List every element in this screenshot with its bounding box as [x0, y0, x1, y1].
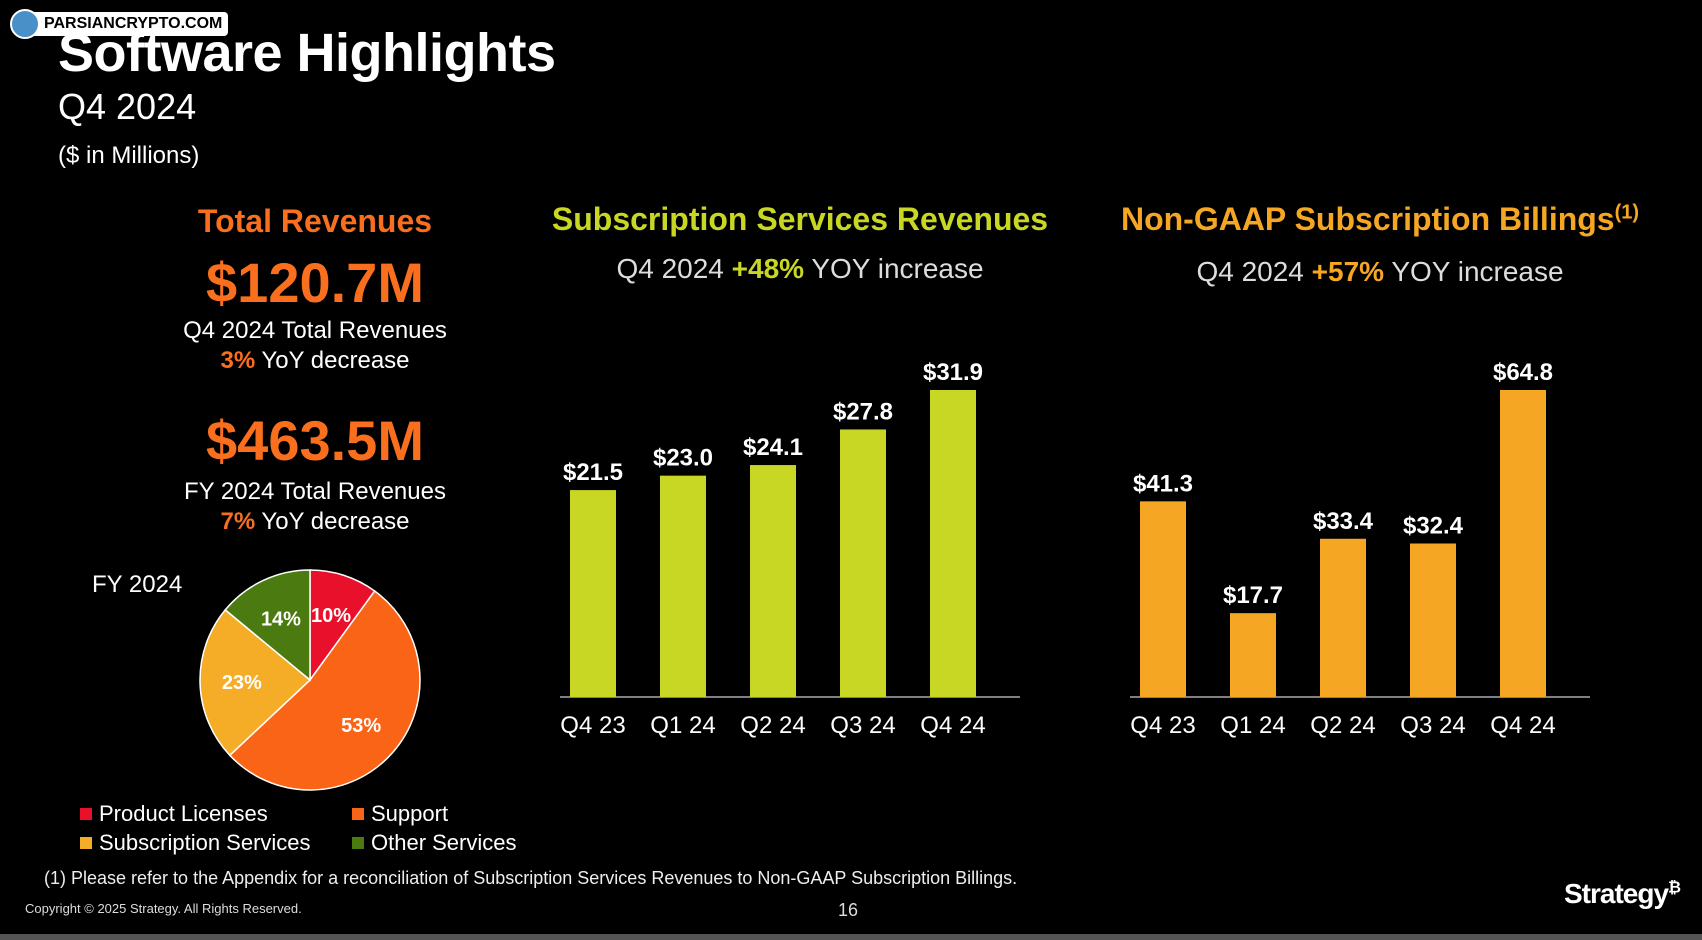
legend-swatch	[352, 837, 364, 849]
billings-tick-label-q2-24: Q2 24	[1310, 712, 1375, 739]
subscription-value-label-q4-24: $31.9	[923, 359, 983, 386]
units-note: ($ in Millions)	[58, 142, 200, 169]
subscription-bar-q4-23	[570, 490, 616, 697]
fy-revenue-label: FY 2024 Total Revenues	[184, 478, 446, 505]
subscription-tick-label-q4-24: Q4 24	[920, 712, 985, 739]
billings-title-footnote: (1)	[1614, 201, 1640, 224]
fy-total-revenue-amount: $463.5M	[206, 409, 424, 472]
watermark: PARSIANCRYPTO.COM	[10, 8, 229, 40]
subscription-bar-q4-24	[930, 390, 976, 697]
legend-item-support: Support	[352, 801, 448, 827]
legend-item-product-licenses: Product Licenses	[80, 801, 268, 827]
subscription-bar-q3-24	[840, 429, 886, 697]
logo-text: Strategy	[1564, 878, 1669, 909]
footnote: (1) Please refer to the Appendix for a r…	[44, 868, 1018, 888]
subscription-revenues-title: Subscription Services Revenues	[551, 201, 1049, 237]
billings-tick-label-q3-24: Q3 24	[1400, 712, 1465, 739]
total-revenues-title: Total Revenues	[197, 203, 433, 239]
subscription-bar-q2-24	[750, 465, 796, 697]
billings-tick-label-q4-23: Q4 23	[1130, 712, 1195, 739]
pie-label-subscription-services: 23%	[222, 672, 262, 694]
page-subtitle: Q4 2024	[58, 86, 197, 127]
billings-bar-chart: $41.3 Q4 23 $17.7 Q1 24 $33.4 Q2 24 $32.4 Q3 24…	[1130, 359, 1590, 739]
billings-value-label-q3-24: $32.4	[1403, 513, 1464, 540]
billings-bar-q4-23	[1140, 501, 1186, 697]
billings-title: Non-GAAP Subscription Billings(1)	[1100, 201, 1660, 238]
legend-swatch	[352, 808, 364, 820]
billings-bar-q1-24	[1230, 613, 1276, 697]
billings-bar-q4-24	[1500, 390, 1546, 697]
legend-label: Product Licenses	[99, 801, 268, 826]
chart1-sub-suffix: YOY increase	[804, 253, 984, 284]
revenue-mix-pie-chart: 10% 53% 23% 14%	[199, 569, 421, 791]
fy-revenue-change: 7% YoY decrease	[115, 507, 515, 537]
pie-chart-label: FY 2024	[92, 571, 183, 598]
pie-slice-subscription-services	[199, 608, 312, 757]
billings-tick-label-q4-24: Q4 24	[1490, 712, 1555, 739]
page-number: 16	[838, 900, 859, 920]
watermark-logo-icon	[10, 9, 40, 39]
chart1-sub-prefix: Q4 2024	[616, 253, 732, 284]
subscription-revenues-subtitle: Q4 2024 +48% YOY increase	[540, 253, 1060, 285]
subscription-value-label-q3-24: $27.8	[833, 398, 893, 425]
subscription-tick-label-q3-24: Q3 24	[830, 712, 895, 739]
bitcoin-mark-icon: ₿	[1668, 879, 1681, 897]
copyright: Copyright © 2025 Strategy. All Rights Re…	[25, 901, 302, 916]
billings-subtitle: Q4 2024 +57% YOY increase	[1100, 256, 1660, 288]
billings-value-label-q1-24: $17.7	[1223, 582, 1283, 609]
pie-label-product-licenses: 10%	[311, 605, 351, 627]
strategy-logo: Strategy₿	[1564, 878, 1681, 910]
chart2-sub-suffix: YOY increase	[1384, 256, 1564, 287]
page-title: Software Highlights	[58, 23, 556, 83]
chart2-sub-pct: +57%	[1311, 256, 1385, 287]
legend-label: Subscription Services	[99, 830, 311, 855]
subscription-tick-label-q2-24: Q2 24	[740, 712, 805, 739]
subscription-value-label-q4-23: $21.5	[563, 459, 623, 486]
bottom-bar	[0, 934, 1702, 940]
q4-change-text: YoY decrease	[255, 347, 410, 374]
billings-bar-q3-24	[1410, 543, 1456, 697]
pie-slice-other-services	[224, 569, 311, 682]
legend-label: Other Services	[371, 830, 517, 855]
billings-value-label-q4-23: $41.3	[1133, 470, 1193, 497]
q4-revenue-label: Q4 2024 Total Revenues	[183, 317, 447, 344]
billings-value-label-q2-24: $33.4	[1313, 508, 1374, 535]
billings-value-label-q4-24: $64.8	[1493, 359, 1553, 386]
pie-label-other-services: 14%	[261, 608, 301, 630]
billings-tick-label-q1-24: Q1 24	[1220, 712, 1285, 739]
subscription-value-label-q2-24: $24.1	[743, 434, 803, 461]
legend-swatch	[80, 837, 92, 849]
pie-label-support: 53%	[341, 715, 381, 737]
fy-change-pct: 7%	[220, 508, 256, 535]
billings-bar-q2-24	[1320, 538, 1366, 697]
subscription-tick-label-q1-24: Q1 24	[650, 712, 715, 739]
legend-label: Support	[371, 801, 449, 826]
legend-item-subscription-services: Subscription Services	[80, 830, 311, 856]
watermark-text: PARSIANCRYPTO.COM	[28, 12, 229, 36]
billings-title-text: Non-GAAP Subscription Billings	[1120, 201, 1615, 237]
fy-revenue-description: FY 2024 Total Revenues 7% YoY decrease	[115, 477, 515, 537]
q4-revenue-change: 3% YoY decrease	[115, 346, 515, 376]
chart2-sub-prefix: Q4 2024	[1196, 256, 1312, 287]
legend-swatch	[80, 808, 92, 820]
legend-item-other-services: Other Services	[352, 830, 517, 856]
q4-revenue-description: Q4 2024 Total Revenues 3% YoY decrease	[115, 316, 515, 376]
subscription-tick-label-q4-23: Q4 23	[560, 712, 625, 739]
fy-change-text: YoY decrease	[255, 508, 410, 535]
pie-slice-support	[228, 589, 421, 791]
q4-change-pct: 3%	[220, 347, 256, 374]
chart1-sub-pct: +48%	[731, 253, 805, 284]
subscription-bar-q1-24	[660, 475, 706, 697]
subscription-value-label-q1-24: $23.0	[653, 445, 713, 472]
subscription-revenues-bar-chart: $21.5 Q4 23 $23.0 Q1 24 $24.1 Q2 24 $27.8 Q3 24…	[560, 359, 1020, 739]
q4-total-revenue-amount: $120.7M	[206, 251, 424, 314]
